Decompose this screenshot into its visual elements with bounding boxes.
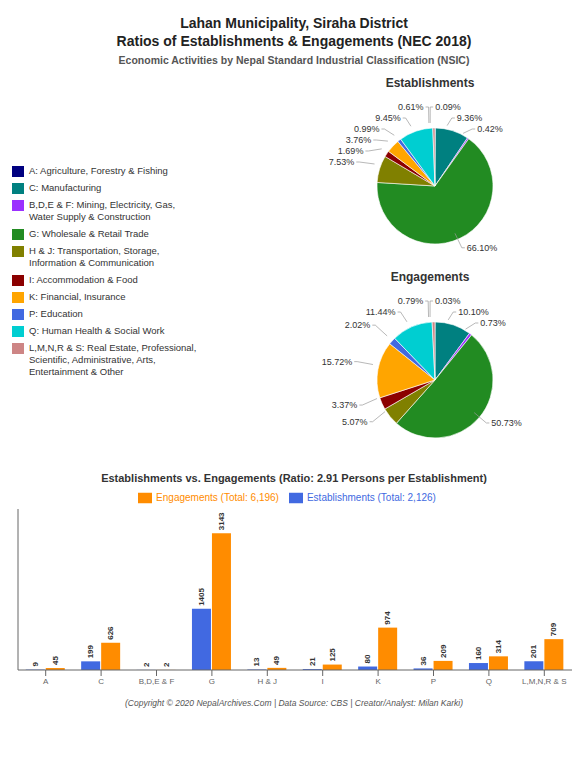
svg-text:10.10%: 10.10% (458, 307, 489, 317)
svg-text:45: 45 (51, 656, 60, 665)
html-text:Engagements: Engagements (390, 270, 470, 284)
svg-text:21: 21 (308, 657, 317, 666)
svg-text:A: A (43, 677, 49, 686)
html-text:A: Agriculture, Forestry & Fis: A: Agriculture, Forestry & Fishing (29, 165, 168, 176)
svg-text:P: P (431, 677, 436, 686)
svg-text:9.36%: 9.36% (457, 113, 483, 123)
svg-text:9: 9 (31, 662, 40, 667)
html-text:Engagements (Total: 6,196): Engagements (Total: 6,196) (156, 491, 279, 503)
html-text:Economic Activities by Nepal S: Economic Activities by Nepal Standard In… (118, 54, 470, 66)
html-text:P: Education: P: Education (29, 308, 83, 319)
svg-text:I: I (322, 677, 324, 686)
svg-text:0.99%: 0.99% (354, 124, 380, 134)
svg-text:Q: Q (486, 677, 492, 686)
html-text:Establishments (Total: 2,126): Establishments (Total: 2,126) (307, 491, 436, 503)
html-text:(Copyright © 2020 NepalArchive: (Copyright © 2020 NepalArchives.Com | Da… (125, 698, 463, 708)
svg-text:C: C (98, 677, 104, 686)
svg-text:2: 2 (142, 662, 151, 667)
svg-text:3.76%: 3.76% (346, 135, 372, 145)
html-text:Lahan Municipality, Siraha Dis: Lahan Municipality, Siraha District (180, 15, 408, 31)
svg-text:G: G (209, 677, 215, 686)
svg-text:160: 160 (474, 646, 483, 660)
svg-text:15.72%: 15.72% (322, 357, 353, 367)
svg-text:209: 209 (439, 644, 448, 658)
svg-text:80: 80 (363, 654, 372, 663)
svg-text:66.10%: 66.10% (467, 243, 498, 253)
svg-text:1405: 1405 (197, 588, 206, 606)
svg-text:0.42%: 0.42% (477, 124, 503, 134)
html-text:B,D,E & F: Mining, Electricity: B,D,E & F: Mining, Electricity, Gas, (29, 199, 176, 210)
svg-text:H & J: H & J (258, 677, 278, 686)
html-text:G: Wholesale & Retail Trade: G: Wholesale & Retail Trade (29, 228, 149, 239)
svg-text:2.02%: 2.02% (345, 320, 371, 330)
svg-text:1.69%: 1.69% (338, 146, 364, 156)
svg-text:0.73%: 0.73% (480, 318, 506, 328)
svg-text:5.07%: 5.07% (342, 417, 368, 427)
svg-text:199: 199 (86, 644, 95, 658)
html-text:C: Manufacturing: C: Manufacturing (29, 182, 102, 193)
html-text:Q: Human Health & Social Work: Q: Human Health & Social Work (29, 325, 165, 336)
svg-text:201: 201 (529, 644, 538, 658)
svg-text:50.73%: 50.73% (491, 418, 522, 428)
html-text:Ratios of Establishments & Eng: Ratios of Establishments & Engagements (… (116, 33, 472, 49)
svg-text:2: 2 (162, 662, 171, 667)
svg-text:626: 626 (106, 626, 115, 640)
svg-text:0.79%: 0.79% (398, 296, 424, 306)
svg-text:709: 709 (549, 622, 558, 636)
svg-text:11.44%: 11.44% (366, 307, 396, 317)
html-text:H & J: Transportation, Storage: H & J: Transportation, Storage, (29, 245, 160, 256)
html-text:Establishments: Establishments (385, 76, 475, 90)
svg-text:974: 974 (383, 611, 392, 625)
svg-text:0.61%: 0.61% (398, 102, 424, 112)
svg-text:125: 125 (328, 648, 337, 662)
html-text:K: Financial, Insurance: K: Financial, Insurance (29, 291, 126, 302)
svg-text:L,M,N,R & S: L,M,N,R & S (522, 677, 566, 686)
svg-text:314: 314 (494, 639, 503, 653)
svg-text:B,D,E & F: B,D,E & F (139, 677, 175, 686)
svg-text:7.53%: 7.53% (329, 157, 355, 167)
svg-text:13: 13 (252, 657, 261, 666)
html-text:Information & Communication: Information & Communication (29, 257, 155, 268)
svg-text:9.45%: 9.45% (375, 113, 401, 123)
svg-text:49: 49 (272, 655, 281, 664)
html-text:Water Supply & Construction: Water Supply & Construction (29, 211, 151, 222)
svg-text:36: 36 (419, 656, 428, 665)
svg-text:K: K (375, 677, 381, 686)
html-text:Scientific, Administrative, Ar: Scientific, Administrative, Arts, (29, 354, 156, 365)
html-text:Entertainment & Other: Entertainment & Other (29, 366, 124, 377)
svg-text:3.37%: 3.37% (332, 400, 358, 410)
svg-text:3143: 3143 (217, 512, 226, 530)
html-text:L,M,N,R & S: Real Estate, Prof: L,M,N,R & S: Real Estate, Professional, (29, 342, 197, 353)
svg-text:0.09%: 0.09% (435, 102, 461, 112)
html-text:I: Accommodation & Food: I: Accommodation & Food (29, 274, 138, 285)
svg-text:0.03%: 0.03% (435, 296, 461, 306)
html-text:Establishments vs. Engagements: Establishments vs. Engagements (Ratio: 2… (101, 472, 487, 484)
